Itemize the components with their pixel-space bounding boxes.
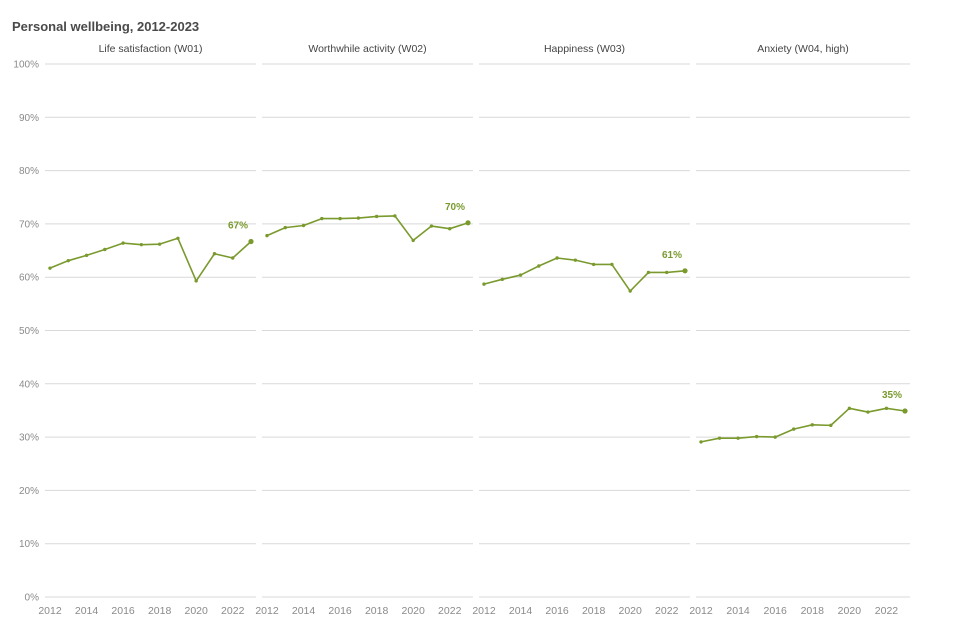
data-point <box>682 268 688 274</box>
data-point <box>338 216 342 221</box>
x-tick-label: 2012 <box>689 605 713 617</box>
data-point <box>48 266 52 270</box>
data-point <box>699 440 703 444</box>
series-line <box>49 237 252 282</box>
x-tick-label: 2016 <box>328 605 352 617</box>
data-point <box>829 423 833 428</box>
y-tick-label: 60% <box>19 273 39 284</box>
x-tick-label: 2014 <box>75 605 99 617</box>
y-tick-label: 100% <box>13 60 39 71</box>
data-point <box>103 247 107 252</box>
data-point <box>847 406 852 411</box>
y-tick-label: 80% <box>19 166 39 177</box>
x-tick-label: 2012 <box>472 605 496 617</box>
data-point <box>591 262 596 267</box>
data-label: 61% <box>662 250 682 261</box>
x-tick-label: 2018 <box>365 605 389 617</box>
y-tick-label: 90% <box>19 113 39 124</box>
series-line <box>700 407 906 443</box>
data-point <box>902 408 908 414</box>
data-point <box>665 270 669 275</box>
data-point <box>121 241 125 245</box>
data-point <box>176 236 180 240</box>
data-point <box>646 270 651 275</box>
data-point <box>773 435 777 439</box>
panel-title: Anxiety (W04, high) <box>757 43 849 55</box>
x-tick-label: 2020 <box>619 605 643 617</box>
series-line <box>483 257 686 292</box>
data-point <box>139 242 144 247</box>
x-tick-label: 2022 <box>438 605 462 617</box>
x-tick-label: 2016 <box>545 605 569 617</box>
panel-title: Happiness (W03) <box>544 43 625 55</box>
data-point <box>736 436 740 440</box>
data-point <box>537 264 541 268</box>
x-tick-label: 2014 <box>726 605 750 617</box>
y-tick-label: 0% <box>25 593 40 604</box>
data-point <box>411 238 415 243</box>
data-point <box>66 258 70 263</box>
data-point <box>301 223 306 228</box>
data-point <box>84 253 89 258</box>
data-point <box>717 436 722 440</box>
data-point <box>465 220 471 226</box>
x-tick-label: 2016 <box>111 605 135 617</box>
data-point <box>194 279 198 283</box>
data-point <box>810 423 814 427</box>
data-point <box>610 262 614 267</box>
y-tick-label: 30% <box>19 433 39 444</box>
data-point <box>231 256 235 260</box>
x-tick-label: 2022 <box>655 605 679 617</box>
x-tick-label: 2018 <box>582 605 606 617</box>
y-tick-label: 10% <box>19 539 39 550</box>
data-point <box>212 252 217 256</box>
data-point <box>393 214 397 218</box>
y-tick-label: 70% <box>19 219 39 230</box>
data-point <box>754 434 759 439</box>
x-tick-label: 2018 <box>801 605 825 617</box>
data-point <box>320 216 324 221</box>
x-tick-label: 2012 <box>255 605 279 617</box>
y-tick-label: 40% <box>19 379 39 390</box>
y-tick-label: 50% <box>19 326 39 337</box>
x-tick-label: 2020 <box>838 605 862 617</box>
x-tick-label: 2022 <box>875 605 899 617</box>
data-point <box>792 427 796 431</box>
data-point <box>628 289 632 293</box>
series-line <box>266 215 469 242</box>
x-tick-label: 2016 <box>764 605 788 617</box>
data-point <box>866 410 870 414</box>
chart-title: Personal wellbeing, 2012-2023 <box>12 19 200 34</box>
data-label: 67% <box>228 220 248 231</box>
data-point <box>429 224 434 228</box>
data-point <box>374 214 379 219</box>
x-tick-label: 2022 <box>221 605 245 617</box>
data-point <box>555 256 559 260</box>
x-tick-label: 2020 <box>402 605 426 617</box>
data-point <box>356 216 361 220</box>
data-point <box>518 273 523 277</box>
panel-title: Life satisfaction (W01) <box>99 43 203 55</box>
data-point <box>248 238 254 245</box>
data-point <box>157 242 162 246</box>
x-tick-label: 2020 <box>185 605 209 617</box>
y-tick-label: 20% <box>19 486 39 497</box>
data-point <box>500 277 504 282</box>
data-label: 35% <box>882 390 902 401</box>
x-tick-label: 2014 <box>509 605 533 617</box>
data-point <box>884 406 889 411</box>
x-tick-label: 2012 <box>38 605 62 617</box>
data-point <box>573 258 578 262</box>
data-point <box>448 226 452 231</box>
x-tick-label: 2018 <box>148 605 172 617</box>
x-tick-label: 2014 <box>292 605 316 617</box>
data-point <box>482 282 486 286</box>
data-point <box>283 225 287 230</box>
data-point <box>265 233 269 238</box>
data-label: 70% <box>445 202 465 213</box>
panel-title: Worthwhile activity (W02) <box>308 43 426 55</box>
